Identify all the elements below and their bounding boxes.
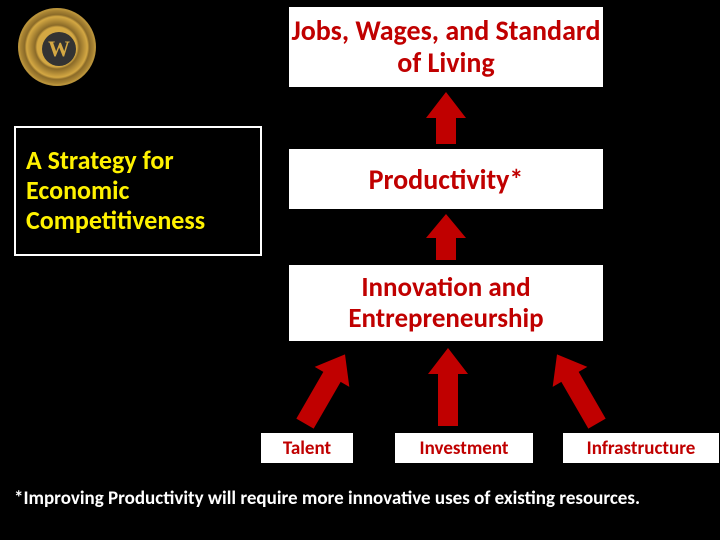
college-logo: W [18,8,98,88]
main-title-box: A Strategy for Economic Competitiveness [14,126,262,256]
pillar-infrastructure: Infrastructure [562,432,720,464]
node-innovation-text: Innovation and Entrepreneurship [289,272,603,334]
arrow-diag-right-icon [532,344,622,434]
node-jobs-wages-text: Jobs, Wages, and Standard of Living [289,15,603,79]
arrow-up-1-icon [426,92,466,144]
pillar-investment-text: Investment [420,437,509,460]
logo-letter: W [42,32,76,66]
arrow-up-3-icon [428,348,468,426]
node-jobs-wages: Jobs, Wages, and Standard of Living [288,6,604,88]
node-productivity: Productivity* [288,148,604,210]
pillar-talent-text: Talent [283,437,331,460]
main-title-text: A Strategy for Economic Competitiveness [26,146,250,236]
pillar-investment: Investment [394,432,534,464]
footnote-text: *Improving Productivity will require mor… [14,487,706,510]
pillar-talent: Talent [260,432,354,464]
arrow-diag-left-icon [280,344,370,434]
node-innovation: Innovation and Entrepreneurship [288,264,604,342]
arrow-up-2-icon [426,214,466,260]
pillar-infrastructure-text: Infrastructure [587,437,696,460]
node-productivity-text: Productivity* [369,162,524,197]
